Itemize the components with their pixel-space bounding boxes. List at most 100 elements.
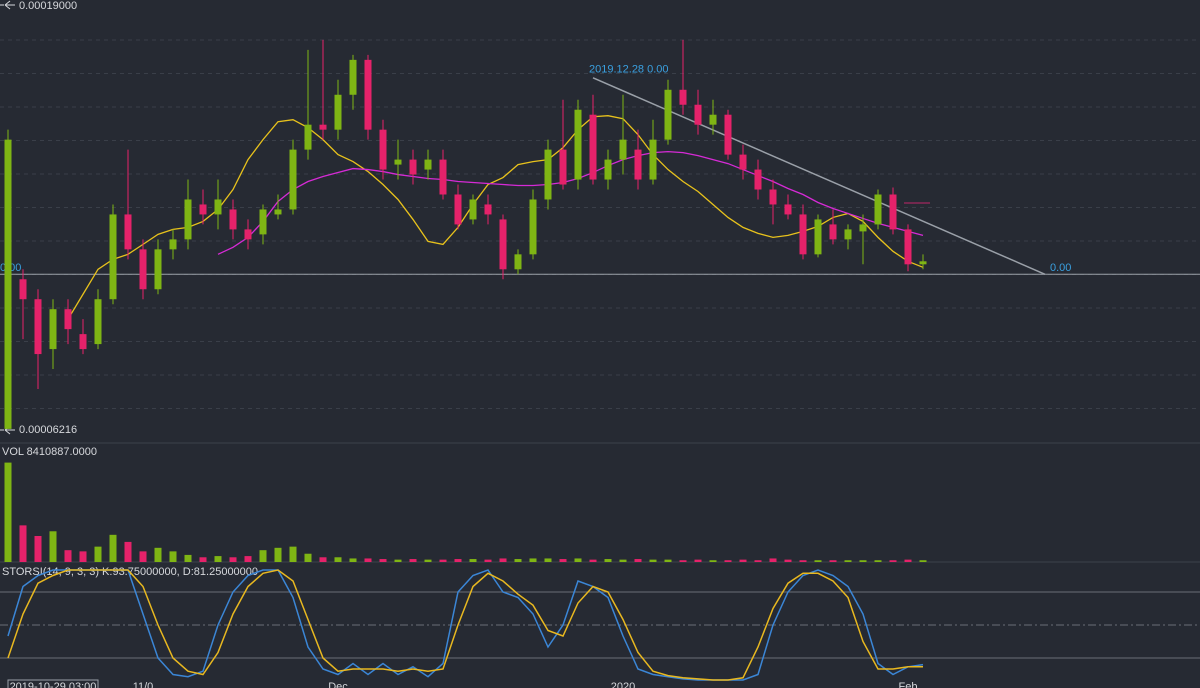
stoch-line — [7, 569, 924, 681]
volume-bar — [34, 536, 42, 562]
volume-bar — [499, 558, 507, 562]
volume-bar — [814, 560, 822, 562]
candle-body — [304, 124, 312, 150]
volume-bar — [559, 559, 567, 562]
volume-bar — [904, 559, 912, 562]
candle-body — [394, 159, 402, 165]
volume-bar — [139, 551, 147, 562]
stoch-line — [7, 569, 923, 681]
volume-bar — [304, 553, 312, 562]
candle-body — [784, 204, 792, 215]
volume-bar — [574, 558, 582, 562]
volume-bar — [529, 558, 537, 562]
x-tick-label: 2019-10-29 03:00 — [10, 681, 97, 688]
x-tick-label: 11/0 — [133, 681, 154, 688]
candle-body — [529, 199, 537, 255]
volume-bar — [379, 559, 387, 562]
volume-bar — [214, 556, 222, 562]
candle-body — [664, 89, 672, 140]
candle-body — [109, 214, 117, 300]
candle-body — [874, 194, 882, 225]
volume-bar — [634, 559, 642, 562]
volume-bar — [694, 559, 702, 562]
volume-bar — [109, 534, 117, 562]
moving-average — [217, 150, 924, 255]
x-tick-label: Dec — [328, 681, 348, 688]
volume-bar — [919, 560, 927, 562]
x-label-box — [7, 679, 99, 688]
volume-bar — [469, 559, 477, 562]
volume-bar — [349, 558, 357, 562]
candle-body — [844, 229, 852, 240]
candle-body — [214, 199, 222, 215]
volume-bar — [439, 559, 447, 562]
y-tick-label: 0.00006216 — [19, 424, 77, 436]
candle-body — [454, 194, 462, 225]
candle-body — [499, 219, 507, 270]
x-tick-label: Feb — [899, 681, 918, 688]
candle-body — [79, 334, 87, 350]
candle-body — [859, 224, 867, 232]
candle-body — [64, 309, 72, 330]
volume-bar — [589, 559, 597, 562]
candle-body — [169, 239, 177, 250]
candle-body — [544, 149, 552, 200]
volume-bar — [49, 531, 57, 562]
candle-body — [709, 114, 717, 125]
candle-body — [244, 229, 252, 240]
candle-body — [124, 214, 132, 250]
candle-body — [559, 149, 567, 185]
volume-bar — [619, 559, 627, 562]
candle-body — [574, 109, 582, 180]
candle-body — [94, 299, 102, 345]
candle-body — [904, 229, 912, 265]
volume-bar — [259, 550, 267, 562]
x-tick-label: 2020 — [611, 681, 635, 688]
volume-bar — [754, 560, 762, 562]
candle-body — [19, 279, 27, 300]
volume-bar — [184, 554, 192, 562]
candle-body — [364, 59, 372, 130]
candle-body — [919, 261, 927, 265]
volume-bar — [229, 557, 237, 562]
candle-body — [889, 194, 897, 230]
candle-body — [154, 249, 162, 290]
volume-bar — [19, 525, 27, 562]
candle-body — [514, 254, 522, 270]
trend-end-label: 0.00 — [1050, 262, 1071, 274]
candle-body — [589, 114, 597, 180]
candle-body — [724, 114, 732, 155]
candle-body — [634, 149, 642, 180]
candle-body — [4, 139, 12, 429]
volume-bar — [724, 560, 732, 562]
volume-bar — [244, 556, 252, 562]
candle-body — [274, 209, 282, 215]
volume-bar — [874, 560, 882, 562]
volume-bar — [859, 560, 867, 562]
volume-bar — [394, 559, 402, 562]
volume-bar — [829, 560, 837, 562]
volume-bar — [739, 559, 747, 562]
candle-body — [319, 124, 327, 130]
candle-body — [829, 224, 837, 240]
candle-body — [619, 139, 627, 160]
y-tick-label: 0.00019000 — [19, 0, 77, 12]
candle-body — [439, 159, 447, 195]
candle-body — [34, 299, 42, 355]
candle-body — [49, 309, 57, 350]
volume-bar — [664, 559, 672, 562]
candle-body — [754, 169, 762, 190]
candle-body — [604, 159, 612, 180]
volume-bar — [544, 558, 552, 562]
volume-bar — [4, 462, 12, 562]
volume-bar — [124, 541, 132, 562]
candle-body — [799, 214, 807, 255]
candle-body — [484, 204, 492, 215]
candle-body — [199, 204, 207, 215]
volume-title: VOL 8410887.0000 — [2, 446, 97, 458]
volume-bar — [889, 560, 897, 562]
trend-start-label: 2019.12.28 0.00 — [589, 64, 669, 76]
arrow-icon — [4, 0, 15, 10]
volume-bar — [649, 559, 657, 562]
